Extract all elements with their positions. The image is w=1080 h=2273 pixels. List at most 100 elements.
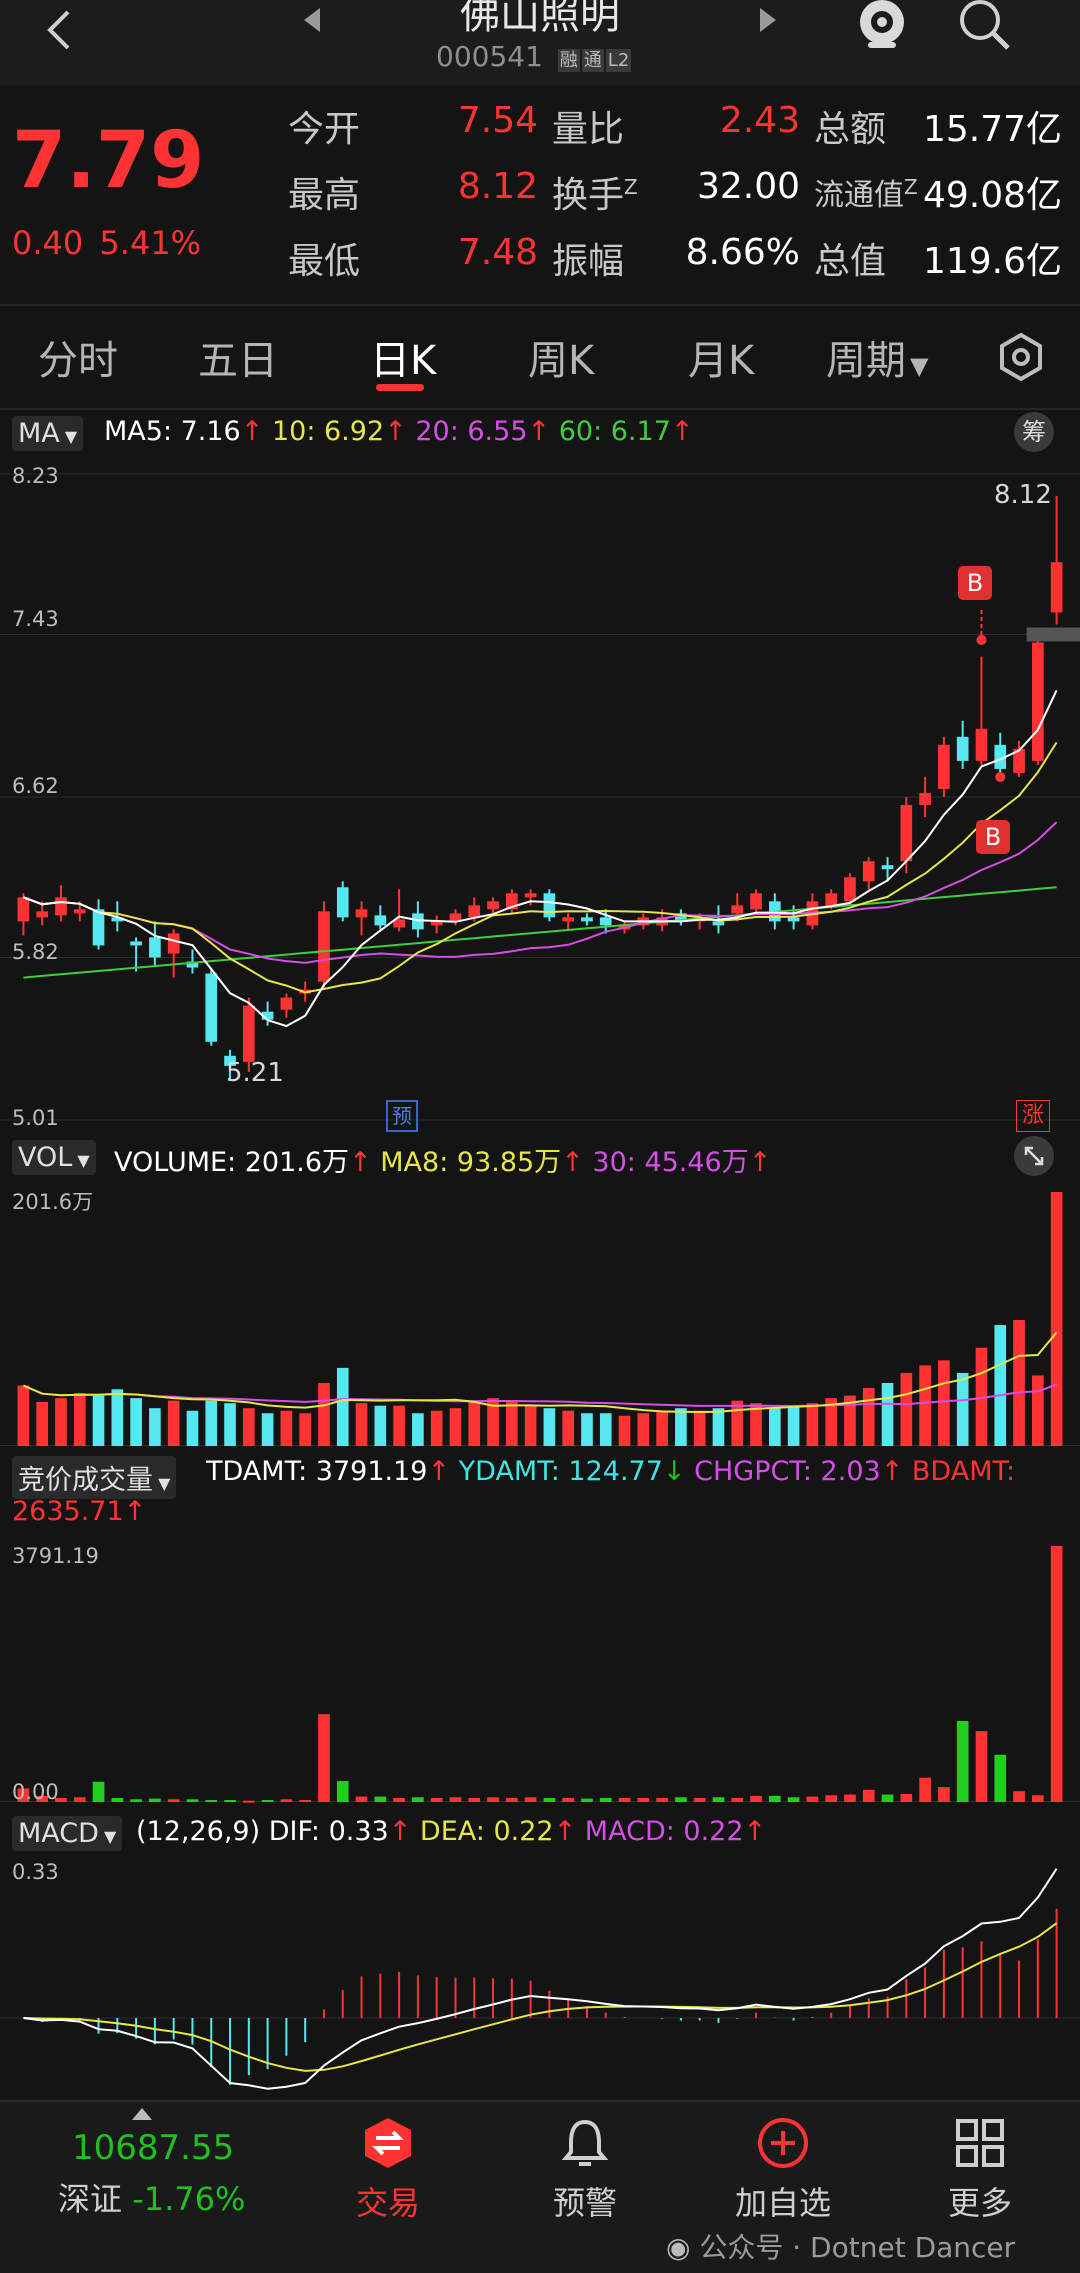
ma-selector[interactable]: MA ▼ — [12, 416, 84, 451]
live-camera-icon[interactable] — [850, 0, 914, 52]
candle-down — [581, 917, 593, 922]
volume-bar-up — [693, 1410, 706, 1446]
ma60-line — [23, 886, 1057, 979]
tab-period-label: 周期 — [826, 338, 906, 384]
macd-selector[interactable]: MACD ▼ — [12, 1816, 123, 1851]
volume-bar-up — [468, 1400, 481, 1446]
search-icon[interactable] — [956, 0, 1016, 52]
candle-down — [186, 961, 199, 968]
volume-bar-down — [675, 1408, 687, 1446]
volume-bar-up — [1013, 1320, 1025, 1446]
auction-bar-up — [1050, 1546, 1063, 1802]
volume-bar-up — [862, 1388, 875, 1446]
tab-period[interactable]: 周期 ▼ — [826, 328, 928, 386]
tab-monthly-k[interactable]: 月K — [688, 338, 755, 384]
buy-marker-dot — [995, 771, 1006, 782]
nav-trade[interactable]: 交易 — [338, 2116, 438, 2224]
volume-bar-up — [55, 1398, 67, 1446]
auction-bar-up — [900, 1793, 913, 1802]
nav-alert[interactable]: 预警 — [535, 2116, 635, 2224]
auction-bar-down — [92, 1781, 105, 1802]
volume-bar-up — [318, 1383, 330, 1446]
volume-bar-up — [825, 1398, 838, 1446]
expand-icon[interactable] — [1014, 1136, 1054, 1176]
price-grid — [0, 473, 1080, 1121]
price-tick-bottom: 5.01 — [12, 1106, 59, 1130]
amplitude-value: 8.66% — [685, 232, 800, 273]
tab-intraday[interactable]: 分时 — [38, 338, 118, 384]
vol-selector-label: VOL — [18, 1142, 73, 1173]
candle-down — [543, 893, 556, 918]
nav-more-label: 更多 — [947, 2184, 1012, 2222]
prev-stock-icon[interactable] — [300, 6, 324, 34]
volume-bar-up — [656, 1410, 668, 1446]
auction-volume-chart[interactable] — [0, 1540, 1080, 1810]
chevron-down-icon: ▼ — [72, 1151, 90, 1170]
buy-marker-bottom[interactable]: B — [976, 820, 1010, 854]
ma20-value: 20: 6.55 — [415, 416, 528, 447]
auction-bar-up — [17, 1788, 30, 1802]
candle-up — [844, 877, 856, 902]
candle-up — [17, 897, 30, 922]
open-value: 7.54 — [457, 100, 538, 141]
candle-up — [167, 933, 180, 954]
tab-daily-k[interactable]: 日K — [370, 338, 437, 384]
back-icon[interactable] — [38, 8, 78, 52]
volume-bar-down — [149, 1408, 161, 1446]
dea-value: DEA: 0.22 — [419, 1816, 554, 1847]
tab-five-day[interactable]: 五日 — [198, 338, 278, 384]
price-tick-top: 8.23 — [12, 464, 59, 488]
tab-weekly-k[interactable]: 周K — [528, 338, 595, 384]
auction-bar-down — [881, 1794, 894, 1802]
auction-bar-up — [36, 1795, 49, 1802]
candle-down — [224, 1055, 236, 1066]
bdamt-value: 2635.71 — [12, 1496, 124, 1527]
up-arrow-icon: ↑ — [349, 1147, 372, 1178]
candle-up — [449, 913, 462, 922]
low-price-label: 5.21 — [226, 1058, 284, 1088]
ma-selector-label: MA — [18, 418, 60, 449]
index-row[interactable]: 深证 -1.76% — [58, 2174, 245, 2220]
volume-bar-down — [787, 1405, 800, 1446]
chip-distribution-button[interactable]: 筹 — [1014, 412, 1054, 452]
volume-bar-up — [299, 1413, 312, 1446]
up-arrow-icon: ↑ — [384, 416, 407, 447]
index-value[interactable]: 10687.55 — [72, 2128, 235, 2168]
candle-up — [36, 911, 49, 918]
candle-down — [994, 744, 1007, 769]
auction-bar-up — [750, 1795, 762, 1802]
macd-chart[interactable] — [0, 1858, 1080, 2098]
preview-marker[interactable]: 预 — [386, 1100, 418, 1132]
volume-bar-up — [524, 1405, 537, 1446]
nav-more[interactable]: 更多 — [930, 2116, 1030, 2224]
volume-bar-down — [111, 1389, 124, 1446]
auction-bar-down — [224, 1799, 236, 1802]
up-arrow-icon: ↑ — [553, 1816, 577, 1847]
next-stock-icon[interactable] — [756, 6, 780, 34]
nav-add-watchlist[interactable]: 加自选 — [718, 2116, 848, 2224]
volume-bar-up — [938, 1360, 950, 1446]
macd-selector-label: MACD — [18, 1818, 99, 1849]
market-cap-label: 总值 — [814, 241, 887, 282]
vol-selector[interactable]: VOL ▼ — [12, 1140, 96, 1175]
auction-bar-down — [956, 1720, 969, 1802]
volume-bar-down — [956, 1372, 969, 1446]
auction-selector[interactable]: 竞价成交量 ▼ — [12, 1456, 177, 1499]
volume-bar-down — [205, 1400, 218, 1446]
auction-bar-down — [543, 1797, 556, 1802]
volume-chart[interactable] — [0, 1184, 1080, 1446]
candle-up — [242, 1005, 255, 1062]
buy-marker-top[interactable]: B — [958, 566, 992, 600]
nav-add-watchlist-label: 加自选 — [734, 2184, 831, 2222]
candles — [17, 496, 1063, 1080]
candlestick-chart[interactable] — [0, 462, 1080, 1132]
top-bar: 佛山照明 000541 融通 L2 — [0, 0, 1080, 86]
auction-bar-up — [825, 1795, 838, 1802]
settings-icon[interactable] — [996, 332, 1046, 382]
chgpct-value: CHGPCT: 2.03 — [694, 1456, 881, 1487]
chevron-down-icon: ▼ — [153, 1474, 171, 1493]
current-price: 7.79 — [12, 116, 205, 206]
volume-bar-up — [73, 1393, 86, 1446]
badge-margin: 融 — [557, 49, 580, 72]
volume-bar-down — [581, 1413, 593, 1446]
